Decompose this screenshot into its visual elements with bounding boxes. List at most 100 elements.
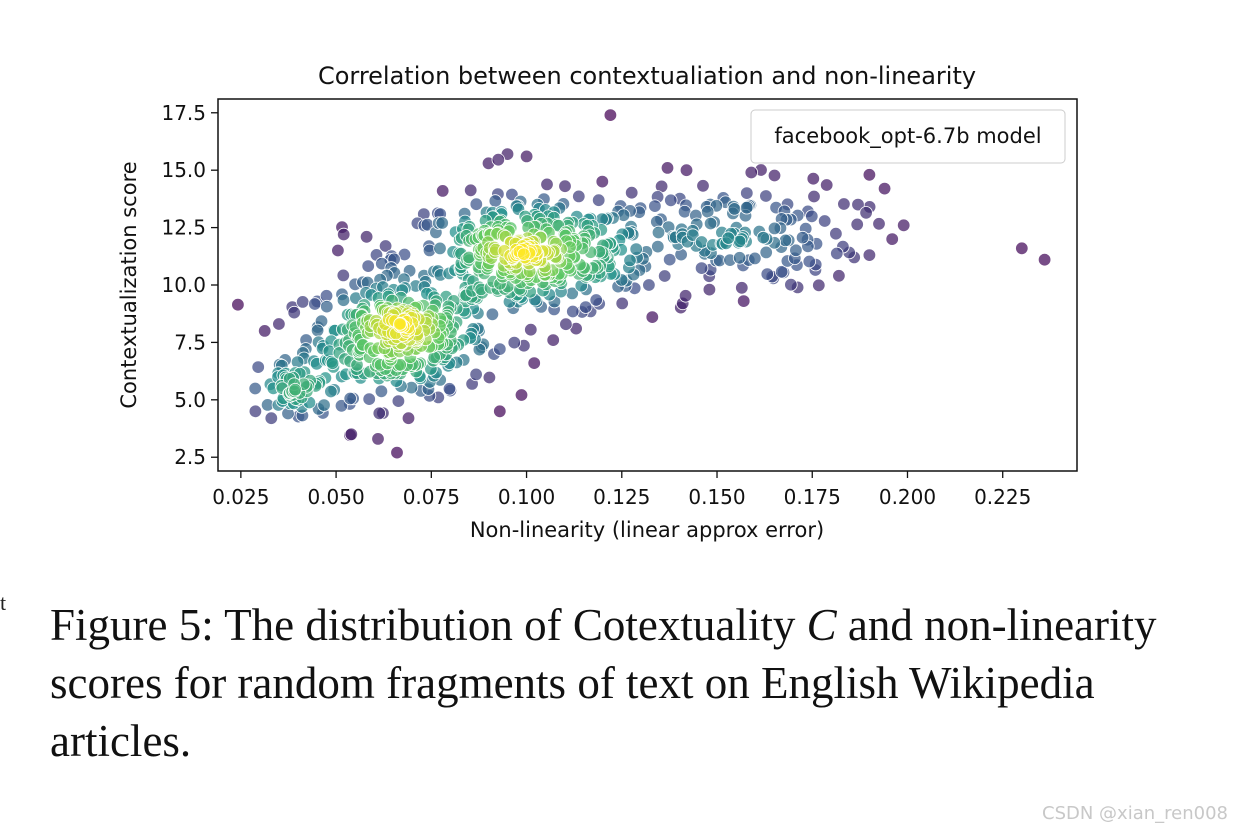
data-point (658, 269, 672, 283)
data-point (648, 199, 662, 213)
caption-prefix: Figure 5: The distribution of Cotextuali… (50, 600, 807, 650)
data-point (760, 267, 775, 281)
data-point (546, 333, 560, 347)
data-point (337, 227, 351, 242)
y-tick-label: 5.0 (174, 388, 206, 412)
data-point (759, 189, 773, 203)
x-axis-label: Non-linearity (linear approx error) (470, 518, 824, 542)
data-point (885, 232, 899, 246)
data-point (812, 278, 826, 293)
data-point (679, 163, 694, 177)
data-point (832, 269, 846, 283)
data-point (589, 293, 603, 307)
data-point (694, 235, 709, 249)
y-tick-label: 17.5 (161, 101, 206, 125)
data-point (469, 367, 483, 382)
data-point (391, 394, 406, 408)
data-point (696, 179, 710, 193)
data-point (482, 370, 497, 385)
data-point (1037, 253, 1052, 267)
figure-caption: Figure 5: The distribution of Cotextuali… (50, 596, 1170, 770)
data-point (464, 183, 478, 198)
data-point (331, 243, 345, 258)
legend-label: facebook_opt-6.7b model (774, 124, 1041, 149)
data-point (572, 189, 586, 204)
x-tick-label: 0.075 (403, 485, 460, 509)
data-point (310, 323, 325, 338)
data-point (344, 427, 359, 442)
data-point (732, 251, 747, 265)
data-point (767, 168, 782, 183)
x-tick-label: 0.025 (212, 485, 269, 509)
data-point (694, 261, 709, 275)
data-point (775, 265, 789, 279)
x-tick-label: 0.175 (784, 485, 841, 509)
y-tick-label: 7.5 (174, 330, 206, 354)
data-point (721, 231, 736, 245)
data-point (433, 241, 447, 256)
data-point (371, 432, 385, 446)
data-point (592, 193, 606, 207)
data-point (663, 252, 677, 267)
data-point (317, 398, 331, 412)
data-point (248, 381, 262, 396)
data-point (897, 218, 911, 233)
data-point (308, 297, 322, 311)
data-point (837, 197, 851, 211)
data-point (558, 179, 572, 193)
data-point (524, 323, 538, 337)
x-tick-label: 0.150 (688, 485, 745, 509)
data-point (469, 197, 484, 211)
points-layer (231, 108, 1052, 460)
x-tick-label: 0.100 (498, 485, 555, 509)
legend: facebook_opt-6.7b model (750, 109, 1066, 164)
data-point (435, 216, 449, 230)
data-point (343, 391, 357, 406)
x-tick-label: 0.050 (307, 485, 364, 509)
data-point (820, 178, 834, 192)
data-point (272, 317, 286, 331)
data-point (336, 293, 351, 307)
data-point (372, 406, 387, 421)
data-point (862, 168, 877, 182)
x-axis: 0.025 0.050 0.075 0.100 0.125 0.150 0.175 0.200… (212, 471, 1031, 509)
data-point (778, 233, 793, 248)
data-point (334, 399, 349, 413)
x-tick-label: 0.125 (593, 485, 650, 509)
data-point (651, 225, 666, 240)
y-axis-label: Contextualization score (117, 161, 141, 408)
data-point (744, 165, 759, 180)
data-point (485, 307, 500, 322)
x-tick-label: 0.200 (879, 485, 936, 509)
data-point (325, 356, 340, 370)
data-point (703, 216, 718, 231)
data-point (514, 388, 529, 402)
data-point (390, 445, 404, 460)
data-point (645, 310, 660, 324)
data-point (1015, 241, 1029, 256)
y-tick-label: 10.0 (161, 273, 206, 297)
data-point (393, 317, 407, 331)
data-point (732, 234, 747, 249)
data-point (625, 185, 639, 200)
watermark: CSDN @xian_ren008 (1042, 803, 1228, 824)
caption-suffix: and non-linearity scores for random frag… (50, 600, 1157, 766)
data-point (807, 189, 821, 204)
data-point (505, 187, 519, 202)
data-point (789, 243, 803, 258)
data-point (784, 278, 798, 292)
data-point (748, 251, 762, 266)
data-point (702, 282, 717, 297)
data-point (737, 294, 751, 308)
data-point (851, 197, 865, 212)
data-point (374, 384, 389, 399)
data-point (629, 242, 643, 256)
caption-variable: C (806, 600, 837, 650)
data-point (359, 230, 374, 244)
data-point (519, 149, 534, 164)
data-point (660, 161, 675, 175)
data-point (664, 193, 678, 208)
margin-glyph: t (0, 590, 7, 615)
data-point (231, 298, 245, 312)
data-point (296, 295, 310, 309)
